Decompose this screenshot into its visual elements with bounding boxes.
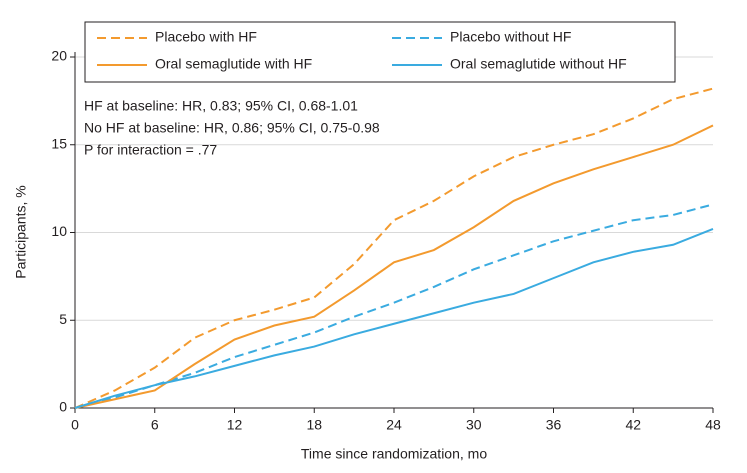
x-tick-label: 48	[705, 417, 721, 433]
legend-label: Oral semaglutide without HF	[450, 56, 627, 72]
series-line	[74, 203, 714, 409]
y-tick-label: 10	[51, 223, 67, 239]
x-tick-label: 18	[306, 417, 322, 433]
legend-label: Oral semaglutide with HF	[155, 56, 312, 72]
legend-label: Placebo without HF	[450, 29, 571, 45]
x-axis-label: Time since randomization, mo	[301, 446, 487, 462]
x-tick-label: 36	[546, 417, 562, 433]
y-tick-label: 20	[51, 48, 67, 64]
x-tick-label: 42	[625, 417, 641, 433]
series-line	[74, 124, 714, 409]
legend-label: Placebo with HF	[155, 29, 257, 45]
x-tick-label: 0	[71, 417, 79, 433]
annotation: No HF at baseline: HR, 0.86; 95% CI, 0.7…	[84, 120, 380, 136]
y-tick-label: 5	[59, 311, 67, 327]
x-tick-label: 12	[227, 417, 243, 433]
y-tick-label: 15	[51, 135, 67, 151]
series-line	[74, 228, 714, 409]
x-tick-label: 6	[151, 417, 159, 433]
series-line	[74, 87, 714, 409]
x-tick-label: 30	[466, 417, 482, 433]
y-axis-label: Participants, %	[13, 185, 29, 278]
annotation: HF at baseline: HR, 0.83; 95% CI, 0.68-1…	[84, 98, 358, 114]
x-tick-label: 24	[386, 417, 402, 433]
y-tick-label: 0	[59, 399, 67, 415]
annotation: P for interaction = .77	[84, 142, 217, 158]
legend-box	[84, 21, 676, 83]
